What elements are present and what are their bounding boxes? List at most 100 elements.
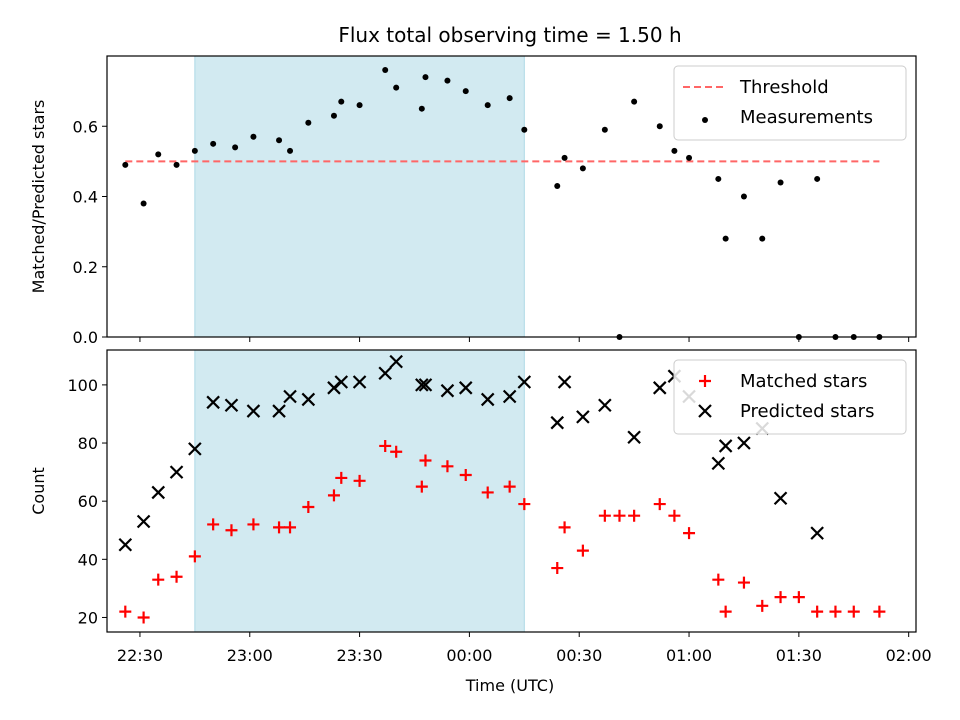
predicted-stars-point: [480, 392, 495, 407]
matched-stars-point: [481, 486, 494, 499]
matched-stars-point: [415, 480, 428, 493]
figure-title: Flux total observing time = 1.50 h: [338, 23, 681, 47]
legend-label: Threshold: [739, 77, 829, 98]
measurement-point: [393, 84, 400, 91]
measurement-point: [777, 179, 784, 186]
x-axis-label: Time (UTC): [465, 676, 554, 695]
observing-window-span: [194, 349, 525, 633]
matched-stars-point: [712, 573, 725, 586]
matched-stars-point: [503, 480, 516, 493]
measurement-point: [579, 165, 586, 172]
matched-stars-point: [653, 498, 666, 511]
legend-predicted-swatch: [698, 404, 712, 418]
matched-stars-point: [302, 500, 315, 513]
measurement-point: [444, 77, 451, 84]
legend-label: Measurements: [740, 107, 873, 128]
x-tick-label: 01:30: [776, 646, 822, 665]
matched-stars-point: [683, 527, 696, 540]
y-tick-label: 80: [78, 434, 98, 453]
measurement-point: [250, 133, 257, 140]
measurement-point: [814, 175, 821, 182]
legend-label: Predicted stars: [740, 401, 874, 422]
legend-box: [673, 359, 907, 435]
legend-box: [673, 65, 907, 141]
predicted-stars-point: [169, 465, 184, 479]
measurement-point: [287, 147, 294, 154]
predicted-stars-point: [737, 436, 751, 450]
measurement-point: [330, 112, 337, 119]
observing-window-span: [194, 55, 525, 338]
predicted-stars-point: [151, 485, 166, 500]
matched-stars-point: [225, 524, 238, 537]
matched-stars-point: [459, 469, 472, 482]
predicted-stars-point: [418, 378, 433, 392]
matched-stars-point: [551, 562, 564, 575]
predicted-stars-point: [136, 514, 151, 529]
measurement-point: [338, 98, 345, 105]
measurement-point: [521, 126, 528, 133]
matched-stars-point: [419, 454, 432, 467]
matched-stars-point: [137, 611, 150, 624]
x-tick-label: 00:30: [556, 646, 602, 665]
axes-frame: [106, 349, 917, 633]
measurement-point: [140, 200, 147, 207]
predicted-stars-point: [598, 398, 612, 413]
measurement-point: [561, 154, 568, 161]
legend-label: Matched stars: [740, 371, 867, 392]
matched-stars-point: [379, 439, 392, 452]
predicted-stars-point: [224, 398, 239, 413]
legend-count: Matched stars Predicted stars: [673, 359, 907, 435]
matched-stars-point: [335, 471, 348, 484]
x-tick-label: 22:30: [117, 646, 163, 665]
matched-stars-point: [188, 550, 201, 563]
predicted-stars-point: [301, 392, 316, 407]
y-tick-label: 0.2: [73, 258, 98, 277]
predicted-stars-point: [557, 375, 572, 389]
measurement-point: [484, 102, 491, 109]
measurement-point: [191, 147, 198, 154]
measurement-point: [422, 74, 429, 81]
predicted-stars-point: [246, 404, 261, 418]
measurement-point: [462, 88, 469, 95]
predicted-stars-point: [652, 381, 667, 395]
predicted-stars-point: [502, 389, 517, 404]
predicted-stars-point: [378, 366, 392, 381]
top-panel-ratio: 0.0 0.2 0.4 0.6 Matched/Predicted stars Thres…: [29, 55, 917, 347]
predicted-stars-point: [283, 389, 297, 404]
predicted-stars-point: [352, 375, 367, 389]
measurement-point: [382, 67, 389, 74]
measurement-point: [656, 123, 663, 130]
matched-stars-point: [390, 445, 403, 458]
matched-stars-point: [170, 570, 183, 583]
matched-stars-point: [598, 509, 611, 522]
y-tick-label: 60: [78, 492, 98, 511]
measurement-point: [418, 105, 425, 112]
matched-stars-point: [847, 605, 860, 618]
matched-stars-point: [327, 489, 340, 502]
matched-stars-point: [284, 521, 297, 534]
predicted-stars-point: [718, 439, 733, 453]
predicted-stars-point: [810, 526, 824, 540]
x-tick-label: 02:00: [886, 646, 932, 665]
predicted-stars-point: [440, 383, 455, 398]
measurement-point: [631, 98, 638, 105]
matched-stars-point: [737, 576, 750, 589]
predicted-stars-point: [711, 456, 726, 471]
y-axis-label-ratio: Matched/Predicted stars: [29, 100, 48, 294]
matched-stars-point: [719, 605, 732, 618]
y-tick-label: 0.6: [73, 117, 98, 136]
matched-stars-point: [613, 509, 626, 522]
matched-stars-point: [873, 605, 886, 618]
measurement-point: [686, 154, 693, 161]
y-tick-label: 20: [78, 608, 98, 627]
matched-stars-point: [668, 509, 681, 522]
matched-stars-point: [152, 573, 165, 586]
legend-matched-swatch: [699, 375, 711, 387]
predicted-stars-point: [517, 375, 532, 389]
measurement-point: [715, 175, 722, 182]
predicted-stars-point: [206, 395, 220, 410]
x-tick-label: 00:00: [446, 646, 492, 665]
predicted-stars-point: [773, 491, 788, 506]
y-tick-label: 0.0: [73, 328, 98, 347]
matched-stars-point: [247, 518, 260, 531]
